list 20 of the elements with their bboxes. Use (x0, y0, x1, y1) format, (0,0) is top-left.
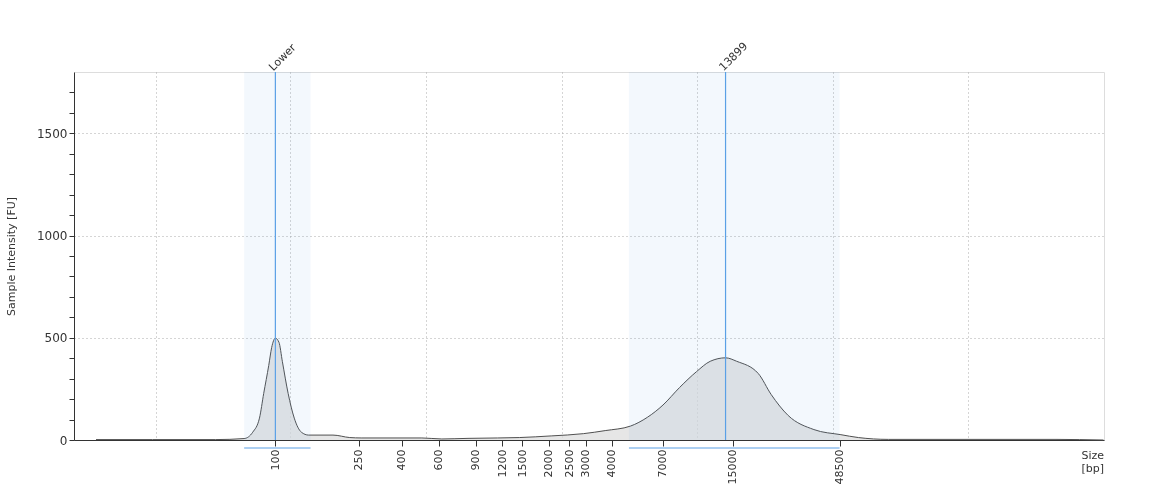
x-tick-label: 3000 (579, 449, 593, 478)
x-tick-label: 400 (395, 449, 409, 471)
x-tick-label: 2500 (562, 449, 576, 478)
x-tick-label: 100 (268, 449, 282, 471)
y-tick-label: 1000 (36, 229, 68, 244)
y-tick-label: 0 (59, 433, 68, 448)
x-tick-label: 4000 (605, 449, 619, 478)
x-tick-label: 900 (469, 449, 483, 471)
y-tick-label: 500 (44, 331, 68, 346)
y-tick-label: 1500 (36, 126, 68, 141)
x-tick-label: 48500 (833, 449, 847, 485)
x-tick-label: 1500 (515, 449, 529, 478)
x-tick-label: 600 (432, 449, 446, 471)
x-tick-label: 7000 (656, 449, 670, 478)
x-tick-label: 2000 (542, 449, 556, 478)
x-tick-label: 15000 (726, 449, 740, 485)
y-axis-title: Sample Intensity [FU] (4, 196, 18, 317)
x-axis-title: Size [bp] (1081, 449, 1105, 475)
x-tick-label: 250 (352, 449, 366, 471)
x-tick-label: 1200 (495, 449, 509, 478)
